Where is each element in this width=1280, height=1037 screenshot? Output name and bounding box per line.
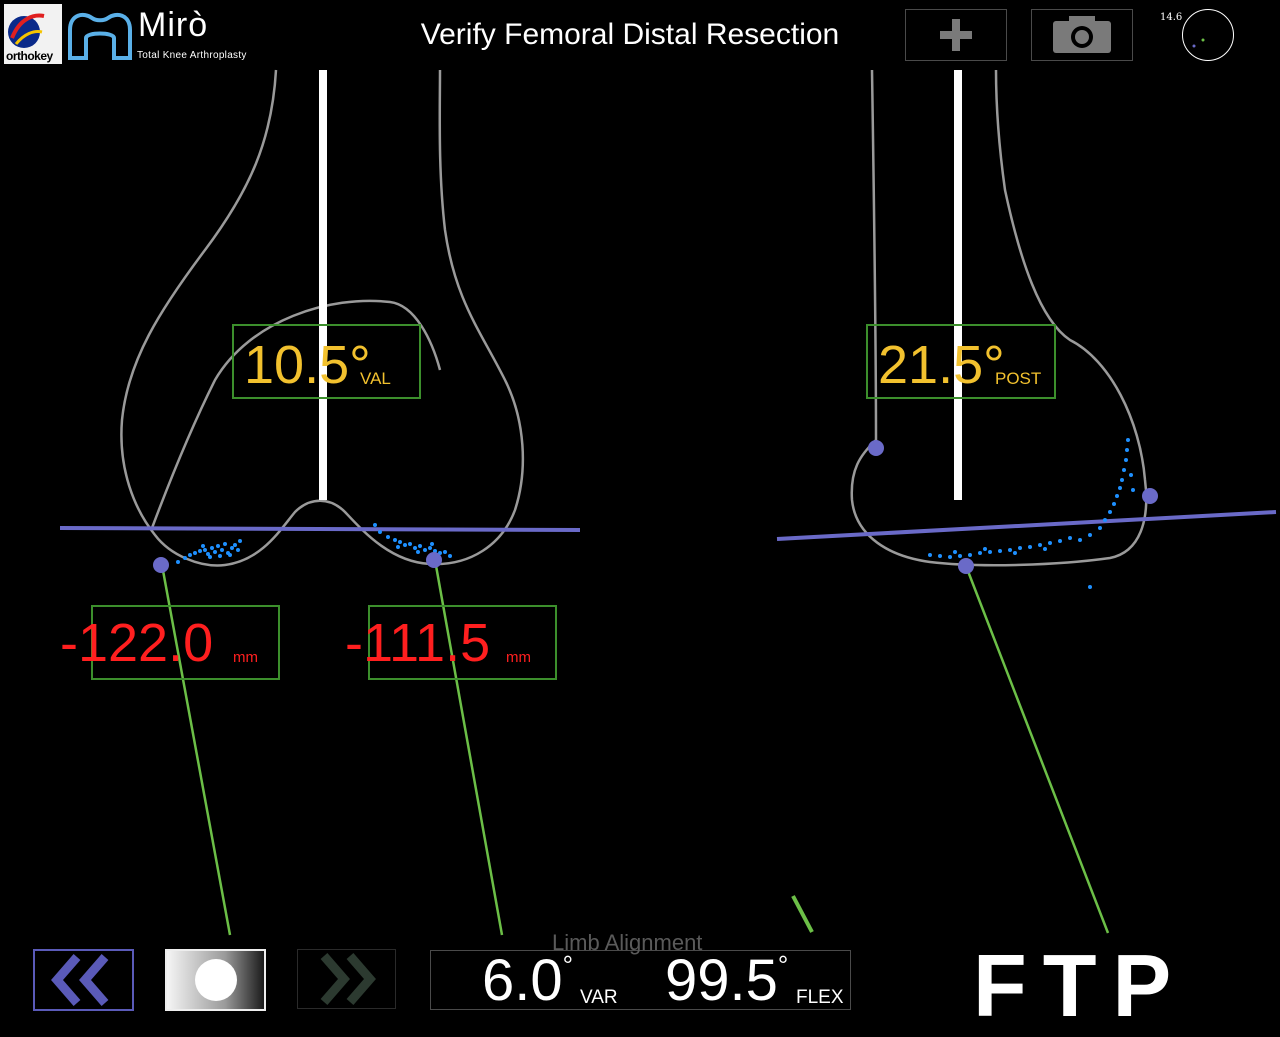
frontal-right-guide-line [433,559,504,936]
limb-flexion-value: 99.5 [665,948,778,1013]
sagittal-femur-outline [850,69,1148,567]
capture-button[interactable] [165,949,266,1011]
double-chevron-left-icon [51,954,109,1006]
sagittal-point-cloud [928,438,1135,589]
limb-flexion-unit: FLEX [796,987,844,1008]
frontal-femur-view [59,69,581,936]
right-condyle-distance-box [368,605,557,680]
double-chevron-right-icon [320,953,376,1005]
record-circle-icon [195,959,237,1001]
app-name: Mirò [138,6,209,44]
limb-alignment-panel [430,950,851,1010]
frontal-left-guide-line [160,564,232,936]
frontal-left-point-cloud [176,539,242,564]
left-condyle-distance-value: -122.0 [60,613,214,673]
tracker-distance-value: 14.6 [1160,12,1183,23]
orthokey-brand-text: orthokey [6,49,53,63]
limb-alignment-label: Limb Alignment [552,930,703,955]
sagittal-resection-plane [776,510,1277,541]
frontal-femur-outline [120,69,525,567]
limb-varus-readout: 6.0° [482,952,573,1010]
varus-valgus-angle-box: 10.5° VAL [232,324,421,399]
limb-varus-value: 6.0 [482,948,563,1013]
sagittal-femur-view [776,69,1277,934]
mode-indicator: FTP [973,936,1188,1035]
limb-indicator-line [791,895,814,933]
back-button[interactable] [33,949,134,1011]
tracker-dots-icon [1192,38,1205,48]
camera-button[interactable] [1031,9,1133,61]
frontal-right-point-cloud [373,523,452,558]
camera-icon [1053,16,1111,53]
right-condyle-distance-value: -111.5 [345,613,491,673]
sagittal-posterior-point [1142,488,1158,504]
frontal-left-condyle-point [153,557,169,573]
sagittal-guide-line [964,565,1110,934]
plus-icon [940,19,972,51]
page-title: Verify Femoral Distal Resection [420,18,840,51]
left-condyle-distance-box [91,605,280,680]
sagittal-distal-point [958,558,974,574]
add-button[interactable] [905,9,1007,61]
left-condyle-distance-unit: mm [233,649,258,666]
flexion-slope-angle-value: 21.5° [878,335,1005,395]
app-subtitle: Total Knee Arthroplasty [137,50,247,61]
limb-flexion-degree: ° [777,950,789,980]
right-condyle-distance-unit: mm [506,649,531,666]
limb-varus-unit: VAR [580,987,618,1008]
frontal-resection-plane [59,526,581,532]
varus-valgus-angle-unit: VAL [360,369,391,388]
tracker-visibility-indicator [1182,9,1234,61]
orthokey-emblem-icon [8,13,45,48]
limb-varus-degree: ° [562,950,574,980]
sagittal-anterior-point [868,440,884,456]
frontal-right-condyle-point [426,552,442,568]
flexion-slope-angle-box: 21.5° POST [866,324,1056,399]
flexion-slope-angle-unit: POST [995,369,1042,388]
limb-flexion-readout: 99.5° [665,952,788,1010]
orthokey-logo [4,4,62,64]
next-button[interactable] [297,949,396,1009]
miro-knee-logo-icon [68,12,132,60]
varus-valgus-angle-value: 10.5° [244,335,371,395]
